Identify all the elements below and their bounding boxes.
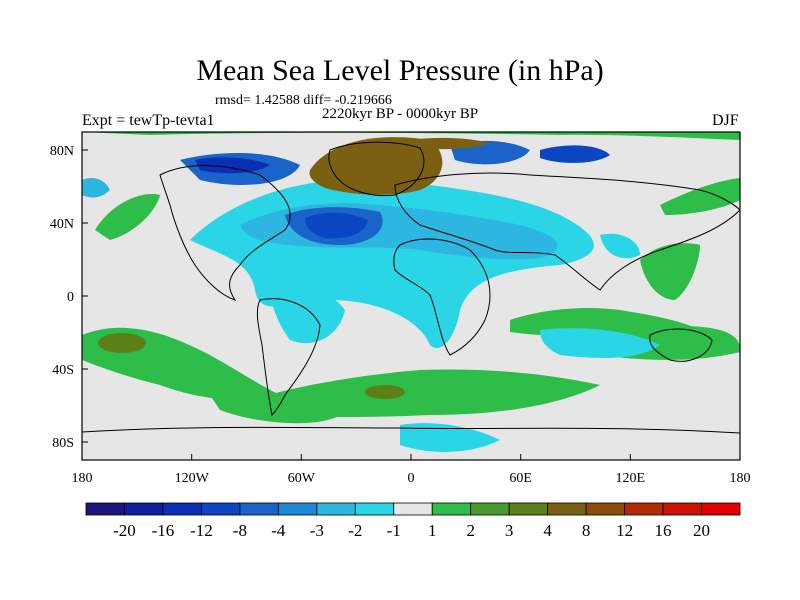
coastline	[649, 328, 713, 362]
anomaly-area	[410, 137, 490, 150]
colorbar-swatch	[547, 502, 587, 516]
colorbar-swatch	[393, 502, 433, 516]
lon-label: 180	[730, 471, 751, 486]
anomaly-area	[82, 178, 110, 198]
colorbar-label: 16	[655, 521, 672, 540]
colorbar-swatch	[201, 502, 241, 516]
colorbar-swatch	[316, 502, 356, 516]
lon-label: 60E	[509, 471, 532, 486]
anomaly-core	[365, 385, 405, 399]
lon-label: 120W	[175, 471, 210, 486]
lat-label: 40N	[50, 217, 74, 232]
coastline	[159, 165, 291, 301]
colorbar-swatch	[354, 502, 395, 516]
colorbar-label: -1	[387, 521, 401, 540]
coastlines	[82, 141, 740, 434]
colorbar-swatch	[85, 502, 125, 516]
coastline	[394, 172, 740, 291]
colorbar-swatch	[277, 502, 318, 516]
season-label: DJF	[712, 112, 739, 129]
lon-label: 0	[408, 471, 415, 486]
longitude-axis: 180 120W 60W 0 60E 120E 180	[72, 454, 751, 486]
lat-label: 80N	[50, 144, 74, 159]
anomaly-area	[250, 369, 600, 417]
anomaly-area	[540, 328, 660, 358]
colorbar-swatch	[470, 502, 510, 516]
colorbar-label: -16	[152, 521, 175, 540]
anomaly-area	[305, 212, 368, 239]
colorbar-label: 8	[582, 521, 591, 540]
colorbar-swatch	[239, 502, 279, 516]
colorbar-label: 20	[693, 521, 710, 540]
coastline	[256, 298, 321, 417]
colorbar-label: 12	[616, 521, 633, 540]
colorbar-label: 3	[505, 521, 514, 540]
colorbar-swatch	[431, 502, 472, 516]
anomaly-area	[95, 194, 160, 240]
colorbar-label: -8	[233, 521, 247, 540]
anomaly-area	[640, 243, 700, 300]
anomaly-area	[540, 145, 610, 163]
anomaly-area	[660, 178, 740, 215]
colorbar-swatch	[585, 502, 625, 516]
map-panel: 80N 40N 0 40S 80S 180 120W 60W 0 60E 120…	[50, 131, 751, 486]
lon-label: 60W	[288, 471, 316, 486]
anomaly-area	[195, 157, 270, 174]
map-title: Mean Sea Level Pressure (in hPa)	[196, 54, 604, 87]
lat-label: 0	[67, 290, 74, 305]
colorbar-swatch	[124, 502, 164, 516]
lat-label: 40S	[52, 363, 74, 378]
colorbar-label: -20	[113, 521, 136, 540]
anomaly-area	[270, 283, 345, 344]
anomaly-area	[600, 233, 640, 259]
colorbar-swatch	[508, 502, 549, 516]
colorbar-swatch	[701, 502, 741, 516]
coastline	[328, 141, 425, 197]
colorbar-label: -4	[271, 521, 286, 540]
anomaly-area	[400, 423, 500, 452]
period-text: 2220kyr BP - 0000kyr BP	[322, 106, 479, 122]
stats-text: rmsd= 1.42588 diff= -0.219666	[215, 93, 392, 108]
coastline	[82, 426, 740, 434]
colorbar-label: -2	[348, 521, 362, 540]
anomaly-area	[82, 132, 740, 140]
lat-label: 80S	[52, 436, 74, 451]
colorbar-swatch	[624, 502, 664, 516]
latitude-axis: 80N 40N 0 40S 80S	[50, 144, 88, 451]
colorbar-label: 2	[466, 521, 475, 540]
experiment-label: Expt = tewTp-tevta1	[82, 112, 215, 129]
colorbar: -20 -16 -12 -8 -4 -3 -2 -1 1 2 3 4 8 12 16 20	[85, 502, 741, 540]
colorbar-swatch	[162, 502, 202, 516]
anomaly-core	[98, 333, 146, 353]
lon-label: 120E	[616, 471, 646, 486]
colorbar-label: -12	[190, 521, 213, 540]
colorbar-label: 1	[428, 521, 437, 540]
colorbar-label: -3	[310, 521, 324, 540]
lon-label: 180	[72, 471, 93, 486]
colorbar-label: 4	[543, 521, 552, 540]
anomaly-area	[309, 137, 443, 195]
colorbar-swatch	[662, 502, 702, 516]
coastline	[393, 238, 491, 356]
